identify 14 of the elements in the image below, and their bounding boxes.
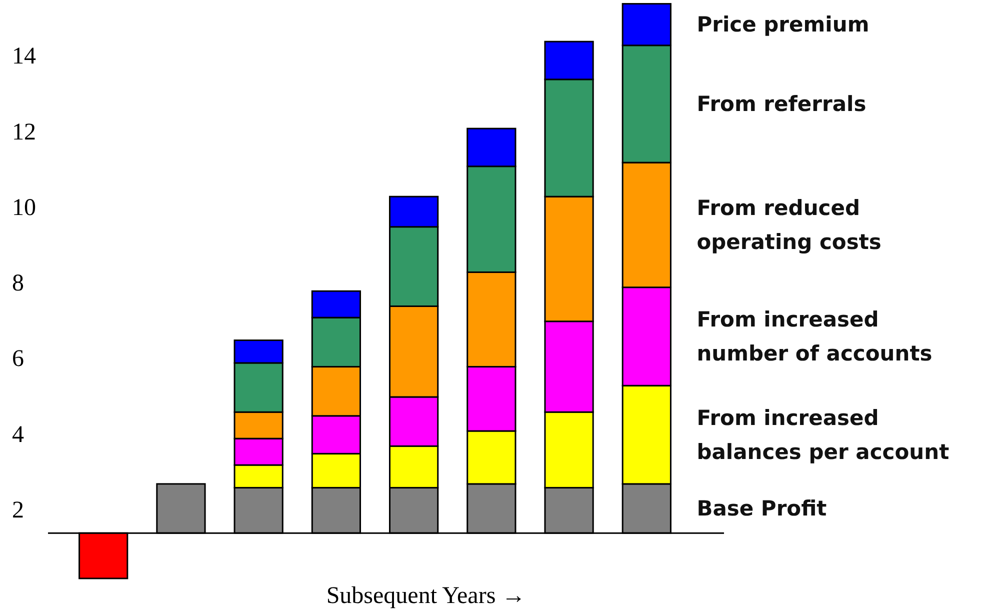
series-label: From increased number of accounts [696, 307, 932, 366]
series-label: Base Profit [696, 496, 827, 520]
y-tick-label: 6 [12, 346, 24, 372]
y-tick-label: 8 [12, 270, 24, 297]
series-label: From referrals [696, 92, 866, 116]
x-axis-title: Subsequent Years → [326, 583, 526, 609]
y-tick-label: 14 [12, 44, 36, 70]
series-label: From reduced operating costs [696, 196, 882, 254]
series-label: Price premium [696, 12, 870, 37]
y-tick-label: 10 [12, 194, 36, 221]
series-label: From increased balances per account [696, 406, 950, 464]
y-tick-label: 2 [12, 497, 24, 524]
y-tick-label: 12 [12, 119, 36, 146]
y-tick-label: 4 [12, 422, 24, 448]
